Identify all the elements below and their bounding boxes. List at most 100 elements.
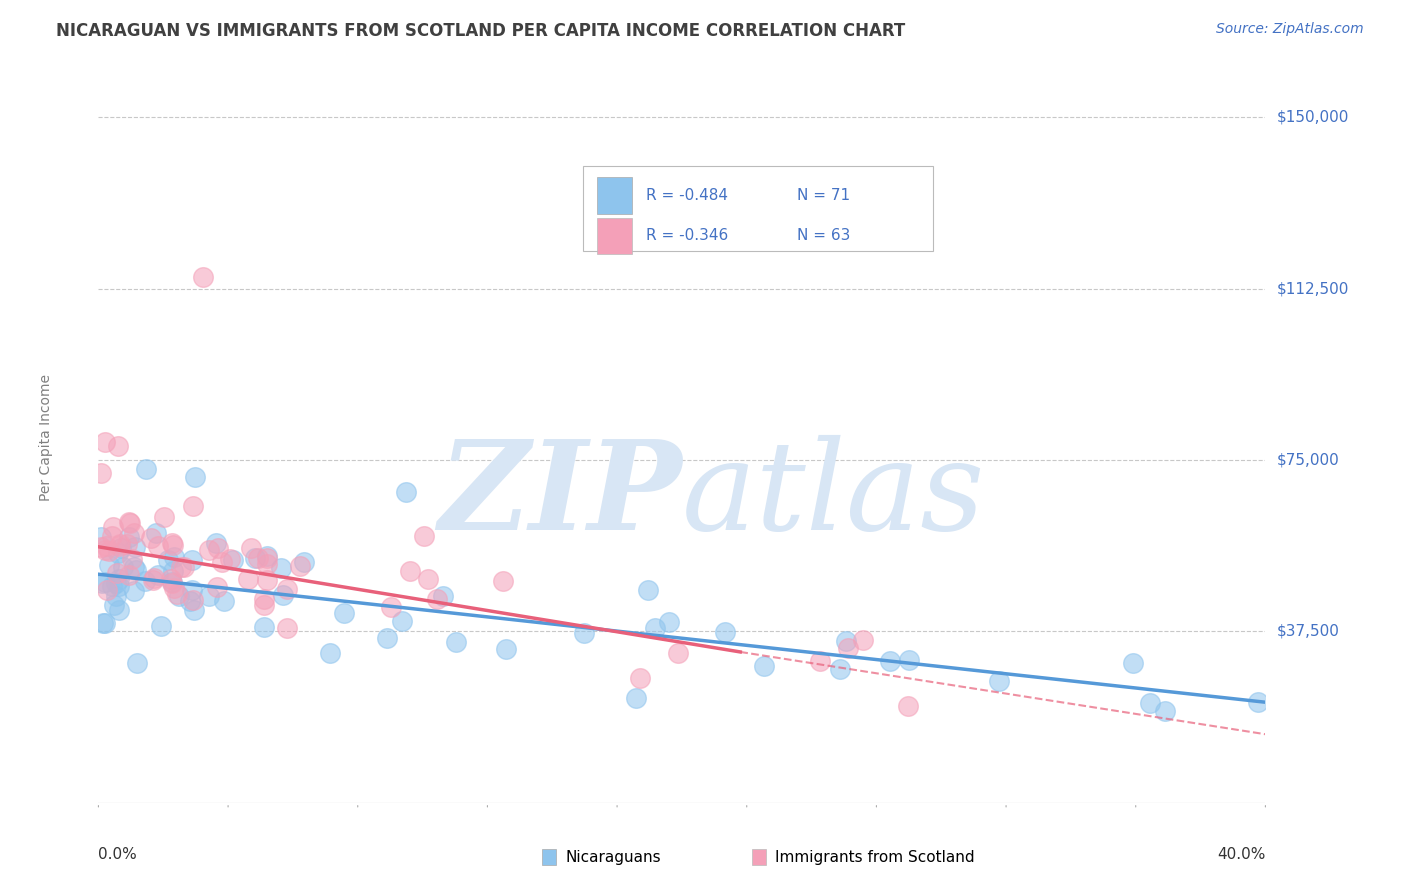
Point bbox=[413, 529, 436, 543]
Point bbox=[122, 583, 145, 598]
Point bbox=[256, 549, 278, 563]
Point bbox=[90, 466, 112, 480]
Point bbox=[191, 270, 214, 285]
Point bbox=[658, 615, 681, 630]
Point bbox=[122, 525, 145, 540]
Point bbox=[108, 579, 131, 593]
Text: $112,500: $112,500 bbox=[1277, 281, 1348, 296]
Point bbox=[426, 591, 449, 606]
Point bbox=[108, 537, 131, 551]
Point bbox=[94, 543, 117, 558]
Point bbox=[897, 699, 920, 714]
Point bbox=[107, 539, 129, 553]
Point bbox=[492, 574, 515, 588]
Point bbox=[211, 555, 233, 569]
Point bbox=[256, 551, 278, 566]
Point bbox=[134, 574, 156, 589]
Point bbox=[256, 574, 278, 588]
Text: Per Capita Income: Per Capita Income bbox=[39, 374, 53, 500]
Point bbox=[104, 575, 127, 590]
Point bbox=[879, 654, 901, 668]
Bar bbox=[541, 849, 555, 865]
Point bbox=[124, 563, 146, 577]
FancyBboxPatch shape bbox=[582, 167, 932, 251]
Point bbox=[91, 575, 114, 590]
Point bbox=[212, 594, 235, 608]
Point bbox=[219, 551, 242, 566]
Point bbox=[837, 641, 859, 656]
Point bbox=[270, 560, 292, 574]
Point bbox=[205, 580, 228, 594]
Text: $37,500: $37,500 bbox=[1277, 624, 1340, 639]
Point bbox=[1121, 656, 1143, 670]
Point bbox=[170, 560, 193, 574]
Point bbox=[149, 619, 172, 633]
Point bbox=[124, 540, 146, 554]
Text: N = 63: N = 63 bbox=[797, 228, 851, 244]
Text: 40.0%: 40.0% bbox=[1218, 847, 1265, 862]
Point bbox=[644, 622, 666, 636]
Point bbox=[160, 536, 183, 550]
Point bbox=[118, 516, 141, 530]
Point bbox=[624, 690, 647, 705]
Point bbox=[97, 558, 120, 573]
Point bbox=[181, 592, 204, 607]
Point bbox=[98, 543, 121, 558]
Point bbox=[107, 439, 129, 453]
Point bbox=[94, 539, 117, 553]
Point bbox=[135, 462, 157, 476]
Text: Nicaraguans: Nicaraguans bbox=[565, 850, 661, 865]
Point bbox=[125, 657, 148, 671]
Point bbox=[198, 543, 221, 558]
Point bbox=[236, 573, 259, 587]
Text: R = -0.484: R = -0.484 bbox=[645, 188, 728, 203]
Point bbox=[143, 571, 166, 585]
Point bbox=[90, 540, 112, 554]
Point bbox=[179, 594, 201, 608]
Point bbox=[1154, 705, 1177, 719]
Point bbox=[101, 529, 124, 543]
Point bbox=[107, 545, 129, 559]
Point bbox=[108, 572, 131, 586]
Point bbox=[142, 573, 165, 587]
Point bbox=[160, 572, 183, 586]
Point bbox=[416, 572, 439, 586]
Point bbox=[157, 553, 180, 567]
Point bbox=[332, 606, 354, 620]
Point bbox=[198, 589, 221, 603]
Point bbox=[90, 530, 112, 544]
Point bbox=[276, 582, 298, 597]
Point bbox=[163, 550, 186, 565]
Point bbox=[152, 510, 174, 524]
Point bbox=[668, 646, 690, 660]
Point bbox=[808, 654, 831, 668]
Point bbox=[380, 600, 402, 615]
Point bbox=[94, 435, 117, 450]
Text: N = 71: N = 71 bbox=[797, 188, 851, 203]
Point bbox=[167, 589, 190, 603]
Point bbox=[319, 646, 342, 660]
Point bbox=[444, 635, 467, 649]
Point bbox=[118, 568, 141, 582]
Point bbox=[253, 592, 276, 607]
Point bbox=[205, 536, 228, 550]
Point bbox=[271, 588, 294, 602]
Point bbox=[100, 578, 122, 592]
Point bbox=[292, 555, 315, 569]
Point bbox=[160, 576, 183, 591]
Text: Immigrants from Scotland: Immigrants from Scotland bbox=[775, 850, 974, 865]
Point bbox=[245, 551, 267, 566]
Point bbox=[184, 470, 207, 484]
Point bbox=[173, 559, 195, 574]
Point bbox=[628, 671, 651, 685]
Point bbox=[93, 616, 115, 631]
Point bbox=[180, 553, 202, 567]
Point bbox=[91, 615, 114, 630]
Point bbox=[162, 565, 184, 579]
Point bbox=[714, 625, 737, 640]
Point bbox=[246, 551, 269, 566]
Point bbox=[115, 537, 138, 551]
Point bbox=[852, 632, 875, 647]
Point bbox=[121, 552, 143, 566]
Point bbox=[276, 621, 298, 635]
